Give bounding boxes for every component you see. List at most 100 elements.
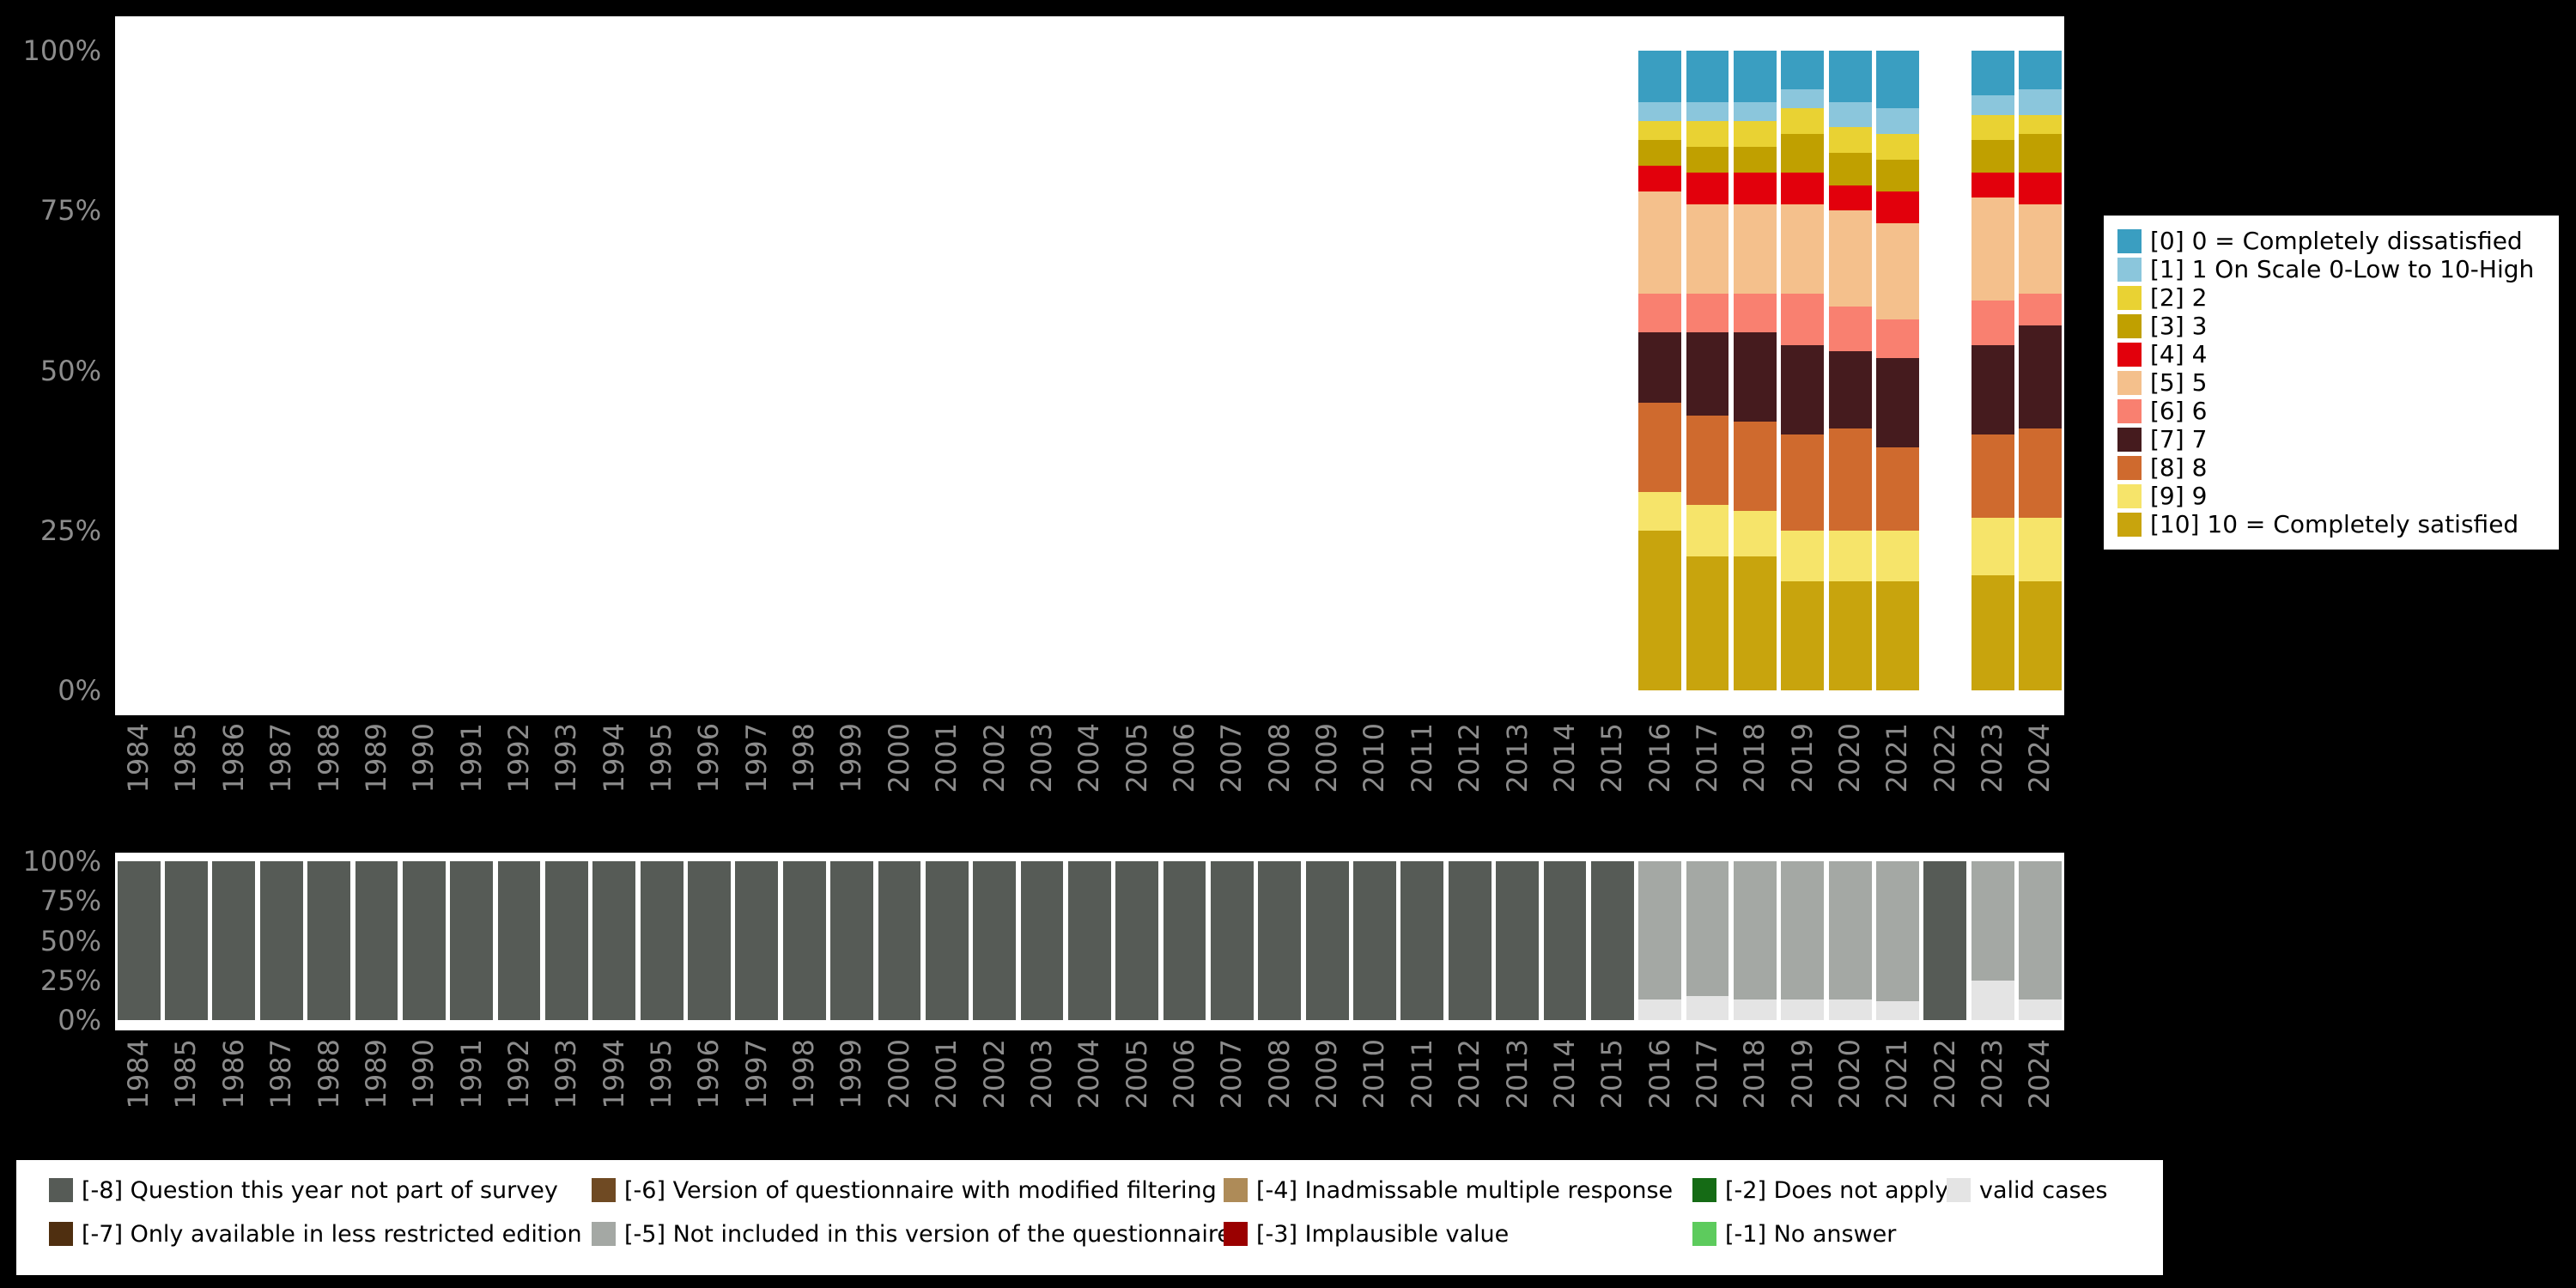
stacked-bar-2020 [1829, 51, 1872, 690]
x-axis-label: 2008 [1265, 723, 1295, 793]
x-tick-slot: 2012 [1446, 723, 1493, 816]
bar-segment [1449, 861, 1492, 1020]
x-axis-label: 2014 [1550, 723, 1580, 793]
distribution-chart-plot [115, 16, 2064, 715]
legend-swatch [2117, 258, 2142, 282]
bar-slot-1987 [258, 51, 305, 690]
legend-item: [-2] Does not apply [1692, 1176, 1948, 1204]
stacked-bar-2012 [1449, 861, 1492, 1020]
stacked-bar-1996 [688, 51, 731, 690]
y-axis-label: 50% [0, 355, 101, 387]
x-tick-slot: 2024 [2016, 1039, 2063, 1132]
legend-swatch [2117, 229, 2142, 253]
bar-segment [1829, 581, 1872, 690]
x-axis-label: 1984 [124, 723, 154, 793]
bar-slot-2003 [1018, 51, 1066, 690]
x-axis-label: 1995 [647, 723, 677, 793]
bar-slot-2000 [876, 51, 923, 690]
stacked-bar-2009 [1306, 51, 1349, 690]
x-axis-label: 1993 [551, 1039, 581, 1109]
bar-segment [1021, 861, 1064, 1020]
missing-legend-column: [-4] Inadmissable multiple response[-3] … [1224, 1176, 1673, 1248]
x-tick-slot: 2003 [1018, 723, 1066, 816]
bar-segment [1686, 102, 1729, 121]
bar-segment [118, 861, 161, 1020]
y-axis-label: 75% [0, 884, 101, 917]
x-tick-slot: 2002 [970, 1039, 1018, 1132]
x-tick-slot: 2017 [1684, 1039, 1731, 1132]
bar-slot-2001 [923, 861, 970, 1020]
stacked-bar-2018 [1734, 51, 1777, 690]
x-tick-slot: 2017 [1684, 723, 1731, 816]
legend-label: valid cases [1979, 1177, 2107, 1204]
x-tick-slot: 1984 [115, 1039, 162, 1132]
bar-segment [1876, 1001, 1919, 1020]
x-axis-label: 2006 [1170, 723, 1200, 793]
bar-segment [688, 861, 731, 1020]
bar-slot-2021 [1874, 51, 1921, 690]
x-axis-label: 2011 [1407, 1039, 1437, 1109]
bar-segment [1638, 294, 1681, 332]
bar-segment [1781, 173, 1824, 204]
x-tick-slot: 2022 [1922, 1039, 1969, 1132]
x-axis-label: 2014 [1550, 1039, 1580, 1109]
legend-swatch [49, 1222, 73, 1246]
bar-slot-1994 [591, 51, 638, 690]
legend-label: [-7] Only available in less restricted e… [82, 1221, 582, 1248]
x-tick-slot: 1987 [258, 723, 305, 816]
x-axis-label: 1995 [647, 1039, 677, 1109]
bar-slot-1994 [591, 861, 638, 1020]
legend-label: [-2] Does not apply [1725, 1177, 1948, 1204]
stacked-bar-2018 [1734, 861, 1777, 1020]
legend-label: [8] 8 [2150, 453, 2207, 482]
stacked-bar-1984 [118, 861, 161, 1020]
stacked-bar-2014 [1544, 861, 1587, 1020]
x-tick-slot: 2010 [1351, 1039, 1398, 1132]
bar-segment [2019, 294, 2062, 325]
distribution-chart-bars [115, 51, 2064, 690]
bar-slot-1995 [638, 51, 685, 690]
x-tick-slot: 2014 [1541, 1039, 1589, 1132]
bar-segment [1876, 160, 1919, 191]
bar-segment [165, 861, 208, 1020]
stacked-bar-2016 [1638, 51, 1681, 690]
stacked-bar-2005 [1115, 861, 1158, 1020]
bar-segment [1638, 403, 1681, 492]
bar-segment [2019, 428, 2062, 518]
bar-segment [1781, 531, 1824, 582]
bar-slot-2011 [1399, 861, 1446, 1020]
bar-segment [1829, 999, 1872, 1020]
bar-slot-2003 [1018, 861, 1066, 1020]
legend-label: [2] 2 [2150, 283, 2207, 312]
legend-item: [0] 0 = Completely dissatisfied [2117, 228, 2545, 254]
bar-segment [1829, 861, 1872, 999]
stacked-bar-1998 [783, 861, 826, 1020]
x-tick-slot: 2023 [1969, 723, 2016, 816]
bar-segment [830, 861, 873, 1020]
x-axis-label: 2004 [1074, 723, 1104, 793]
stacked-bar-2019 [1781, 51, 1824, 690]
x-axis-label: 2015 [1597, 1039, 1627, 1109]
legend-item: [1] 1 On Scale 0-Low to 10-High [2117, 256, 2545, 283]
bar-segment [1876, 134, 1919, 160]
stacked-bar-1999 [830, 51, 873, 690]
bar-slot-2000 [876, 861, 923, 1020]
bar-slot-2024 [2016, 51, 2063, 690]
stacked-bar-1993 [545, 51, 588, 690]
stacked-bar-2005 [1115, 51, 1158, 690]
bar-segment [1734, 422, 1777, 511]
bar-segment [1971, 345, 2014, 434]
bar-slot-2013 [1493, 861, 1540, 1020]
bar-slot-1995 [638, 861, 685, 1020]
bar-segment [1068, 861, 1111, 1020]
x-axis-label: 2011 [1407, 723, 1437, 793]
stacked-bar-2011 [1400, 861, 1443, 1020]
legend-label: [4] 4 [2150, 340, 2207, 368]
y-axis-label: 25% [0, 514, 101, 547]
bar-slot-2004 [1066, 861, 1113, 1020]
bar-slot-1990 [400, 51, 447, 690]
x-tick-slot: 1985 [162, 1039, 210, 1132]
legend-item: [10] 10 = Completely satisfied [2117, 511, 2545, 538]
legend-item: [4] 4 [2117, 341, 2545, 368]
x-axis-label: 2021 [1882, 723, 1912, 793]
